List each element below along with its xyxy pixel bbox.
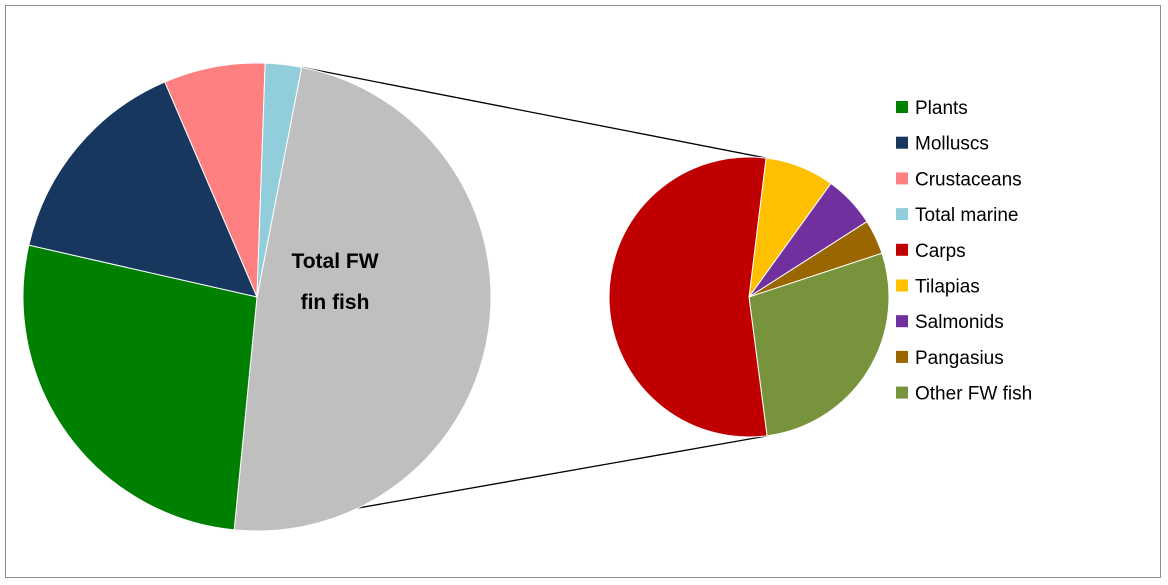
- legend-label-carps: Carps: [915, 241, 966, 262]
- legend-swatch-tilapias: [896, 279, 908, 292]
- legend-item-crustaceans: Crustaceans: [896, 169, 1022, 190]
- legend-item-carps: Carps: [896, 241, 966, 262]
- center-label: Total FW fin fish: [291, 250, 378, 314]
- legend-label-salmonids: Salmonids: [915, 312, 1004, 333]
- legend-swatch-crustaceans: [896, 172, 908, 185]
- connector-top: [301, 66, 767, 159]
- slice-other-fw-fish: [748, 252, 890, 437]
- legend-swatch-salmonids: [896, 315, 908, 328]
- legend-swatch-molluscs: [896, 136, 908, 149]
- slice-total-marine: [256, 62, 303, 298]
- slice-plants: [22, 244, 258, 531]
- legend-swatch-carps: [896, 243, 908, 256]
- secondary-pie: [608, 156, 890, 438]
- legend-label-crustaceans: Crustaceans: [915, 169, 1022, 190]
- slice-total-fw-fin-fish: [233, 66, 492, 532]
- legend-swatch-total-marine: [896, 208, 908, 221]
- legend-item-plants: Plants: [896, 98, 968, 119]
- legend-item-salmonids: Salmonids: [896, 312, 1004, 333]
- legend-label-molluscs: Molluscs: [915, 134, 989, 155]
- legend-label-tilapias: Tilapias: [915, 277, 980, 298]
- legend-item-pangasius: Pangasius: [896, 348, 1004, 369]
- legend-label-plants: Plants: [915, 98, 968, 119]
- center-label-line-2: fin fish: [301, 291, 370, 314]
- slice-crustaceans: [164, 62, 266, 298]
- legend-swatch-pangasius: [896, 350, 908, 363]
- center-label-line-1: Total FW: [291, 250, 378, 273]
- legend-label-pangasius: Pangasius: [915, 348, 1004, 369]
- main-pie: [22, 62, 492, 532]
- legend-item-total-marine: Total marine: [896, 205, 1019, 226]
- slice-molluscs: [28, 81, 258, 298]
- legend-item-tilapias: Tilapias: [896, 277, 980, 298]
- legend: Plants Molluscs Crustaceans Total marine Car…: [896, 98, 1032, 405]
- legend-item-other-fw-fish: Other FW fish: [896, 384, 1032, 405]
- legend-label-other-fw-fish: Other FW fish: [915, 384, 1032, 405]
- legend-swatch-plants: [896, 101, 908, 113]
- legend-swatch-other-fw-fish: [896, 386, 908, 399]
- legend-label-total-marine: Total marine: [915, 205, 1019, 226]
- legend-item-molluscs: Molluscs: [896, 134, 989, 155]
- slice-carps: [608, 156, 768, 438]
